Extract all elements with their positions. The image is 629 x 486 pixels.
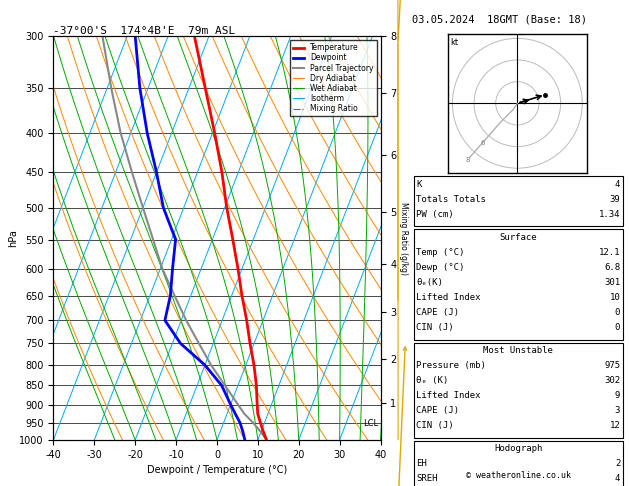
Text: LCL: LCL: [364, 419, 379, 428]
Text: 301: 301: [604, 278, 620, 287]
Text: 39: 39: [610, 195, 620, 204]
Text: 1: 1: [582, 269, 586, 275]
Text: 9: 9: [615, 391, 620, 400]
Y-axis label: Mixing Ratio (g/kg): Mixing Ratio (g/kg): [399, 202, 408, 275]
Text: Totals Totals: Totals Totals: [416, 195, 486, 204]
Text: 302: 302: [604, 376, 620, 385]
Text: Lifted Index: Lifted Index: [416, 391, 481, 400]
Text: 6: 6: [481, 140, 485, 146]
Text: Pressure (mb): Pressure (mb): [416, 361, 486, 370]
Text: Hodograph: Hodograph: [494, 444, 542, 453]
Text: θₑ(K): θₑ(K): [416, 278, 443, 287]
Text: CAPE (J): CAPE (J): [416, 406, 459, 416]
Text: CIN (J): CIN (J): [416, 323, 454, 332]
Text: 975: 975: [604, 361, 620, 370]
Text: Temp (°C): Temp (°C): [416, 248, 465, 257]
Text: 6: 6: [620, 269, 624, 275]
Text: 03.05.2024  18GMT (Base: 18): 03.05.2024 18GMT (Base: 18): [412, 15, 587, 25]
Text: 25: 25: [625, 269, 629, 275]
Text: 15: 15: [623, 269, 629, 275]
Text: 6.8: 6.8: [604, 263, 620, 272]
Text: 4: 4: [615, 474, 620, 484]
Text: 12: 12: [610, 421, 620, 431]
Text: CAPE (J): CAPE (J): [416, 308, 459, 317]
Text: 4: 4: [615, 180, 620, 189]
Text: 12.1: 12.1: [599, 248, 620, 257]
Text: 0: 0: [615, 308, 620, 317]
Text: 3: 3: [611, 269, 615, 275]
Text: PW (cm): PW (cm): [416, 210, 454, 219]
Text: © weatheronline.co.uk: © weatheronline.co.uk: [466, 471, 571, 480]
Text: θₑ (K): θₑ (K): [416, 376, 448, 385]
Text: 20: 20: [625, 269, 629, 275]
Text: CIN (J): CIN (J): [416, 421, 454, 431]
Text: -37°00'S  174°4B'E  79m ASL: -37°00'S 174°4B'E 79m ASL: [53, 26, 236, 35]
Text: 10: 10: [610, 293, 620, 302]
Text: 1.34: 1.34: [599, 210, 620, 219]
Text: 2: 2: [615, 459, 620, 469]
Text: SREH: SREH: [416, 474, 438, 484]
Text: Surface: Surface: [499, 233, 537, 242]
Text: kt: kt: [450, 38, 459, 47]
Text: 2: 2: [603, 269, 607, 275]
Text: Dewp (°C): Dewp (°C): [416, 263, 465, 272]
Text: Lifted Index: Lifted Index: [416, 293, 481, 302]
Text: 3: 3: [615, 406, 620, 416]
Legend: Temperature, Dewpoint, Parcel Trajectory, Dry Adiabat, Wet Adiabat, Isotherm, Mi: Temperature, Dewpoint, Parcel Trajectory…: [289, 40, 377, 116]
Text: 0: 0: [615, 323, 620, 332]
Text: 4: 4: [615, 269, 620, 275]
X-axis label: Dewpoint / Temperature (°C): Dewpoint / Temperature (°C): [147, 465, 287, 475]
Text: K: K: [416, 180, 422, 189]
Text: EH: EH: [416, 459, 427, 469]
Y-axis label: hPa: hPa: [8, 229, 18, 247]
Text: 8: 8: [622, 269, 626, 275]
Text: Most Unstable: Most Unstable: [483, 346, 554, 355]
Text: 8: 8: [465, 157, 470, 163]
Text: 10: 10: [621, 269, 629, 275]
